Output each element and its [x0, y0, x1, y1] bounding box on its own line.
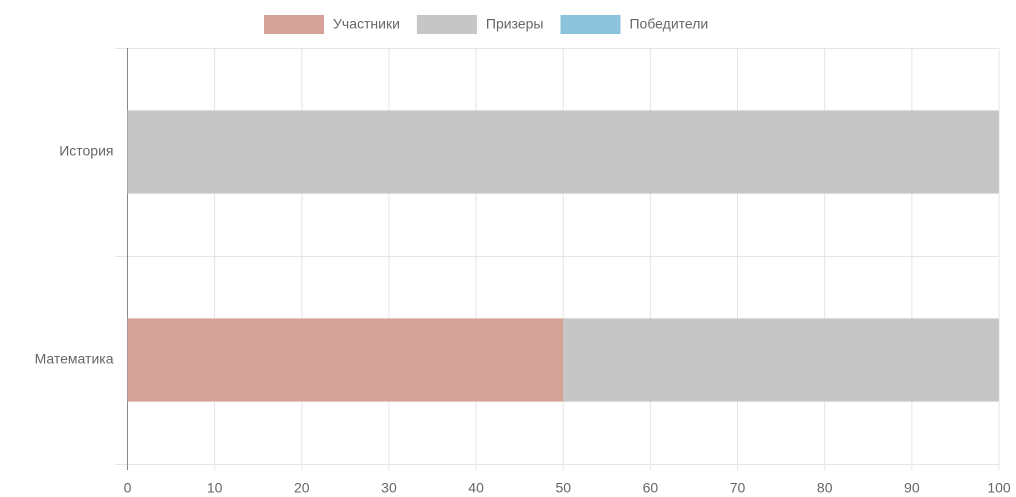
x-tick-label: 20	[294, 480, 310, 496]
legend-swatch	[416, 15, 477, 34]
legend-label: Участники	[333, 16, 400, 32]
legend-label: Призеры	[486, 16, 544, 32]
bar	[127, 318, 564, 402]
bar	[127, 110, 999, 194]
legend-label: Победители	[629, 16, 708, 32]
x-tick-label: 100	[987, 480, 1011, 496]
x-tick-label: 30	[381, 480, 397, 496]
x-tick-label: 40	[468, 480, 484, 496]
bar	[563, 318, 999, 402]
y-tick-label: Математика	[35, 351, 114, 367]
x-tick-label: 50	[555, 480, 571, 496]
x-tick-label: 80	[817, 480, 833, 496]
x-tick-label: 90	[904, 480, 920, 496]
x-tick-label: 10	[207, 480, 223, 496]
legend-swatch	[264, 15, 324, 34]
legend-swatch	[560, 15, 621, 34]
x-tick-label: 60	[643, 480, 659, 496]
y-tick-label: История	[59, 143, 113, 159]
x-tick-label: 70	[730, 480, 746, 496]
x-tick-label: 0	[124, 480, 132, 496]
